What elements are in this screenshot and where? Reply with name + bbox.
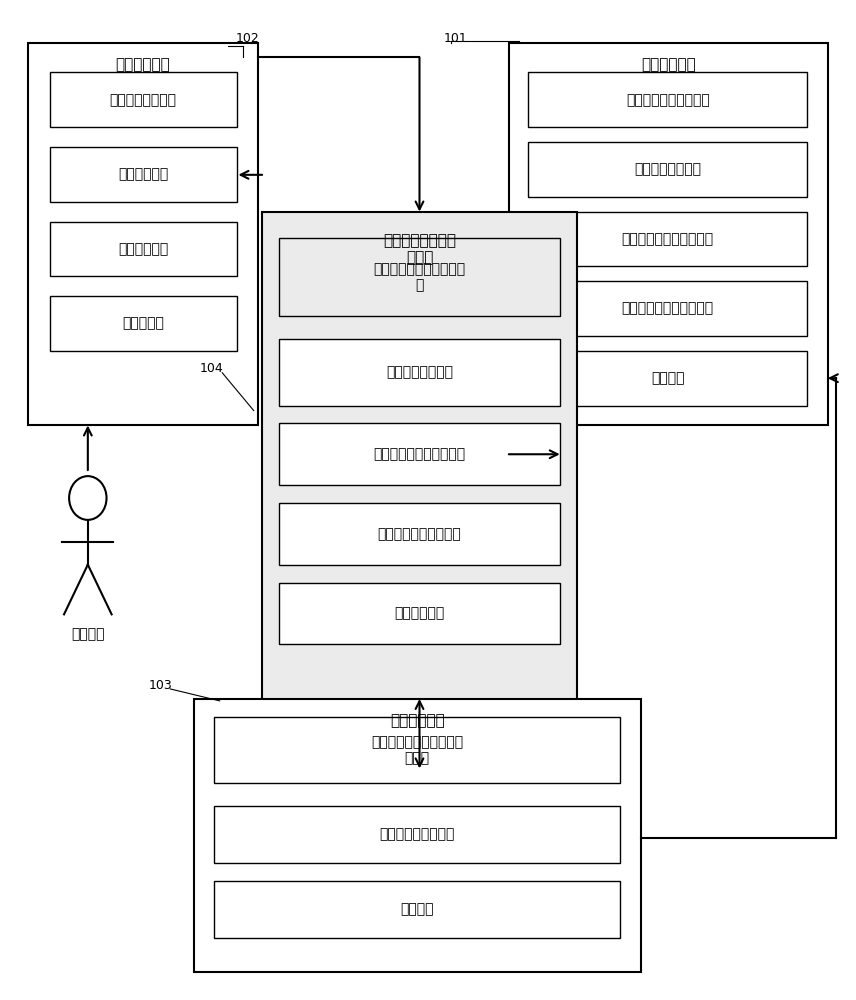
- Text: 101: 101: [443, 32, 467, 45]
- Bar: [28, 43, 258, 425]
- Text: 图文数据库: 图文数据库: [122, 316, 164, 330]
- Bar: [528, 142, 807, 197]
- Bar: [214, 806, 621, 863]
- Bar: [214, 881, 621, 938]
- Text: 终端机构信息注册模块: 终端机构信息注册模块: [626, 93, 710, 107]
- Text: 104: 104: [200, 362, 224, 375]
- Bar: [194, 699, 640, 972]
- Bar: [50, 147, 236, 202]
- Bar: [279, 339, 560, 406]
- Text: 个人请求终端: 个人请求终端: [116, 57, 170, 72]
- Text: 中心协调系统: 中心协调系统: [395, 606, 444, 620]
- Text: 拍摄及诊断结果接收模块: 拍摄及诊断结果接收模块: [621, 232, 714, 246]
- Bar: [214, 717, 621, 783]
- Text: 摆位导航及影像采集系统: 摆位导航及影像采集系统: [373, 447, 466, 461]
- Bar: [528, 212, 807, 266]
- Text: 自助拍摄管理及控
制终端: 自助拍摄管理及控 制终端: [383, 233, 456, 266]
- Bar: [50, 72, 236, 127]
- Text: 摆位导引模块: 摆位导引模块: [118, 167, 169, 181]
- Bar: [279, 238, 560, 316]
- Bar: [279, 423, 560, 485]
- Text: 影像接收及诊断模块: 影像接收及诊断模块: [379, 828, 455, 842]
- Bar: [508, 43, 828, 425]
- Text: 远程诊断终端: 远程诊断终端: [390, 713, 445, 728]
- Text: 机构请求终端: 机构请求终端: [641, 57, 696, 72]
- Bar: [528, 351, 807, 406]
- Bar: [528, 72, 807, 127]
- Text: 自助拍摄触发系统: 自助拍摄触发系统: [386, 365, 453, 379]
- Text: 103: 103: [148, 679, 172, 692]
- Text: 远程诊断终端管理系统: 远程诊断终端管理系统: [377, 527, 461, 541]
- Text: 查阅模块: 查阅模块: [651, 371, 685, 385]
- Text: 102: 102: [236, 32, 259, 45]
- Text: 自助拍摄请求终端管理系
统: 自助拍摄请求终端管理系 统: [373, 262, 466, 292]
- Text: 基本信息录入模块: 基本信息录入模块: [110, 93, 176, 107]
- Text: 远程诊断终端机构信息注
册模块: 远程诊断终端机构信息注 册模块: [371, 735, 463, 765]
- Bar: [50, 222, 236, 276]
- Bar: [50, 296, 236, 351]
- Bar: [262, 212, 577, 768]
- Bar: [279, 503, 560, 565]
- Bar: [528, 281, 807, 336]
- Text: 影像及诊断结果存档模块: 影像及诊断结果存档模块: [621, 302, 714, 316]
- Text: 查阅模块: 查阅模块: [401, 902, 434, 916]
- Text: 机构选择模块: 机构选择模块: [118, 242, 169, 256]
- Text: 个人用户: 个人用户: [71, 627, 104, 641]
- Text: 自助请求发起模块: 自助请求发起模块: [634, 162, 701, 176]
- Bar: [279, 583, 560, 644]
